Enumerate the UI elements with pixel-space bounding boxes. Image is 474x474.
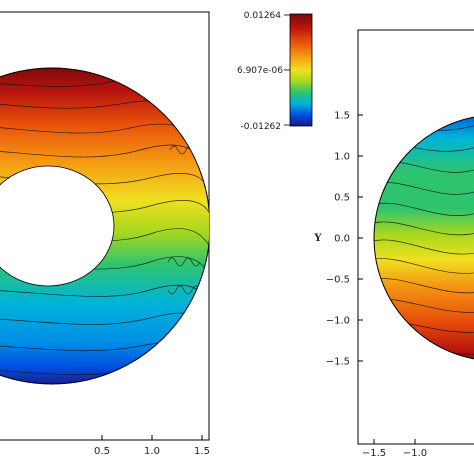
- left-plot: 0.5 1.0 1.5: [0, 11, 210, 457]
- left-x-tick-label: 1.0: [144, 446, 160, 457]
- right-y-tick-label: 0.5: [334, 193, 350, 204]
- right-x-tick-label: −1.0: [403, 448, 427, 459]
- right-y-tick-label: −1.5: [326, 357, 350, 368]
- right-field: [374, 115, 474, 361]
- colorbar-gradient: [289, 13, 313, 127]
- right-y-tick-label: 1.0: [334, 152, 350, 163]
- right-y-axis: 1.5 1.0 0.5 0.0 −0.5 −1.0 −1.5: [326, 111, 363, 368]
- left-x-tick-label: 0.5: [94, 446, 110, 457]
- right-y-axis-title: Y: [313, 233, 322, 244]
- left-contours: [0, 78, 209, 379]
- right-y-tick-label: −1.0: [326, 316, 350, 327]
- right-plot: 1.5 1.0 0.5 0.0 −0.5 −1.0 −1.5 −1.5 −1.0 Y: [313, 29, 474, 459]
- right-y-tick-label: −0.5: [326, 275, 350, 286]
- disk-boundary: [373, 116, 474, 360]
- right-x-tick-label: −1.5: [362, 448, 386, 459]
- colorbar-mid-label: 6.907e-06: [237, 66, 283, 76]
- left-x-tick-label: 1.5: [194, 446, 210, 457]
- colorbar-min-label: -0.01262: [241, 122, 281, 132]
- colorbar: 0.01264 6.907e-06 -0.01262: [237, 11, 313, 132]
- colorbar-max-label: 0.01264: [244, 11, 281, 21]
- right-plot-frame: [357, 29, 474, 445]
- right-y-tick-label: 0.0: [334, 234, 350, 245]
- left-x-axis: 0.5 1.0 1.5: [94, 435, 210, 457]
- annulus-inner-boundary: [0, 165, 115, 287]
- right-x-axis: −1.5 −1.0: [362, 439, 427, 459]
- right-contours: [374, 123, 474, 355]
- annulus-outer-boundary: [0, 67, 209, 385]
- right-y-tick-label: 1.5: [334, 111, 350, 122]
